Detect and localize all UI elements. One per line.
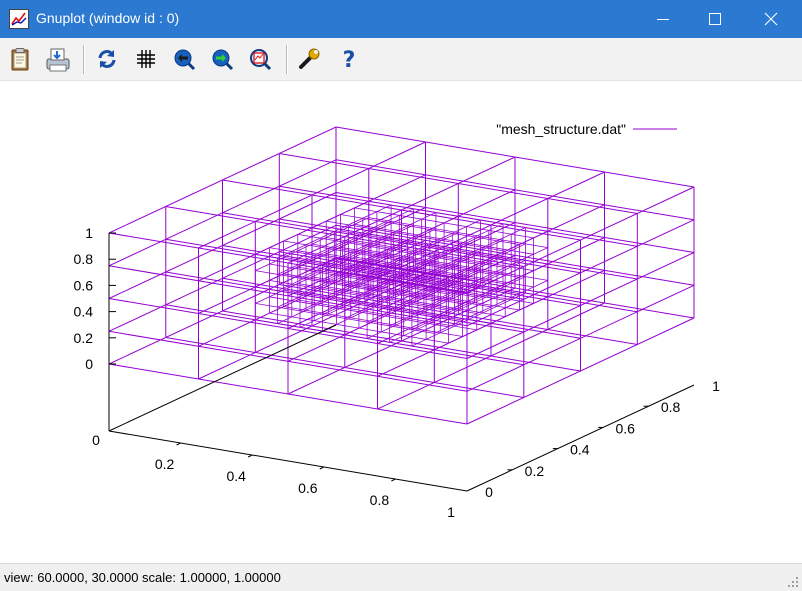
mesh-line	[108, 430, 468, 492]
minimize-icon	[657, 19, 669, 20]
tick-label: 0.4	[570, 442, 590, 458]
replot-button[interactable]	[92, 44, 122, 74]
close-icon	[764, 12, 778, 26]
toolbar-separator	[83, 45, 85, 74]
question-icon: ?	[343, 48, 356, 71]
refresh-icon	[98, 50, 116, 68]
gnuplot-app-icon	[9, 9, 29, 29]
svg-text:?: ?	[343, 48, 356, 71]
tick-label: 0.8	[74, 251, 94, 267]
clipboard-icon	[11, 48, 29, 71]
minimize-button[interactable]	[640, 0, 686, 38]
toolbar: ?	[0, 38, 802, 81]
printer-icon	[46, 48, 70, 72]
mesh-line	[299, 208, 414, 263]
toggle-grid-button[interactable]	[131, 44, 161, 74]
tick-label: 0	[92, 432, 100, 448]
view-scale-status: view: 60.0000, 30.0000 scale: 1.00000, 1…	[4, 570, 281, 585]
legend: "mesh_structure.dat"	[496, 121, 677, 137]
window-title: Gnuplot (window id : 0)	[36, 10, 180, 26]
toolbar-separator	[286, 45, 288, 74]
help-button[interactable]: ?	[334, 44, 364, 74]
legend-label: "mesh_structure.dat"	[496, 121, 626, 137]
mesh-line	[176, 442, 181, 446]
close-button[interactable]	[748, 0, 794, 38]
status-bar: view: 60.0000, 30.0000 scale: 1.00000, 1…	[0, 563, 802, 591]
tick-label: 0.2	[74, 330, 94, 346]
tick-label: 1	[712, 378, 720, 394]
arrow-right-icon	[212, 49, 234, 71]
print-button[interactable]	[42, 44, 72, 74]
mesh-line	[108, 324, 337, 432]
wrench-icon	[299, 48, 320, 69]
tick-labels: 0 0.2 0.4 0.6 0.8 1 0 0.2 0.4 0.6 0.8 1 0 0.2 0.4 0.6 0.…	[74, 225, 721, 520]
tick-label: 0.2	[525, 463, 545, 479]
tick-label: 1	[447, 504, 455, 520]
tick-label: 0.2	[155, 456, 175, 472]
tick-label: 0.8	[661, 399, 681, 415]
copy-clipboard-button[interactable]	[5, 44, 35, 74]
tick-label: 0.4	[74, 304, 94, 320]
title-bar: Gnuplot (window id : 0)	[0, 0, 802, 38]
grid-icon	[137, 50, 155, 68]
plot-canvas[interactable]: 0 0.2 0.4 0.6 0.8 1 0 0.2 0.4 0.6 0.8 1 0 0.2 0.4 0.6 0.…	[0, 81, 802, 561]
zoom-next-button[interactable]	[207, 44, 237, 74]
tick-label: 0.6	[615, 420, 635, 436]
mesh-line	[344, 215, 459, 270]
maximize-button[interactable]	[692, 0, 738, 38]
tick-label: 0.4	[226, 468, 246, 484]
mesh-line	[247, 454, 253, 458]
tick-label: 0.6	[74, 277, 94, 293]
mesh-line	[391, 478, 396, 482]
plot-axes	[108, 232, 695, 492]
autoscale-icon	[250, 49, 272, 71]
zoom-previous-button[interactable]	[169, 44, 199, 74]
arrow-left-icon	[174, 49, 196, 71]
tick-label: 1	[85, 225, 93, 241]
tick-label: 0.8	[370, 492, 390, 508]
mesh-line	[466, 384, 695, 492]
autoscale-button[interactable]	[245, 44, 275, 74]
maximize-icon	[709, 13, 721, 25]
tick-label: 0	[85, 356, 93, 372]
tick-label: 0.6	[298, 480, 318, 496]
tick-label: 0	[485, 484, 493, 500]
mesh-line	[389, 223, 504, 278]
mesh-line	[319, 466, 325, 470]
mesh-wireframe	[108, 126, 695, 425]
options-button[interactable]	[295, 44, 325, 74]
resize-grip-icon[interactable]	[786, 575, 800, 589]
